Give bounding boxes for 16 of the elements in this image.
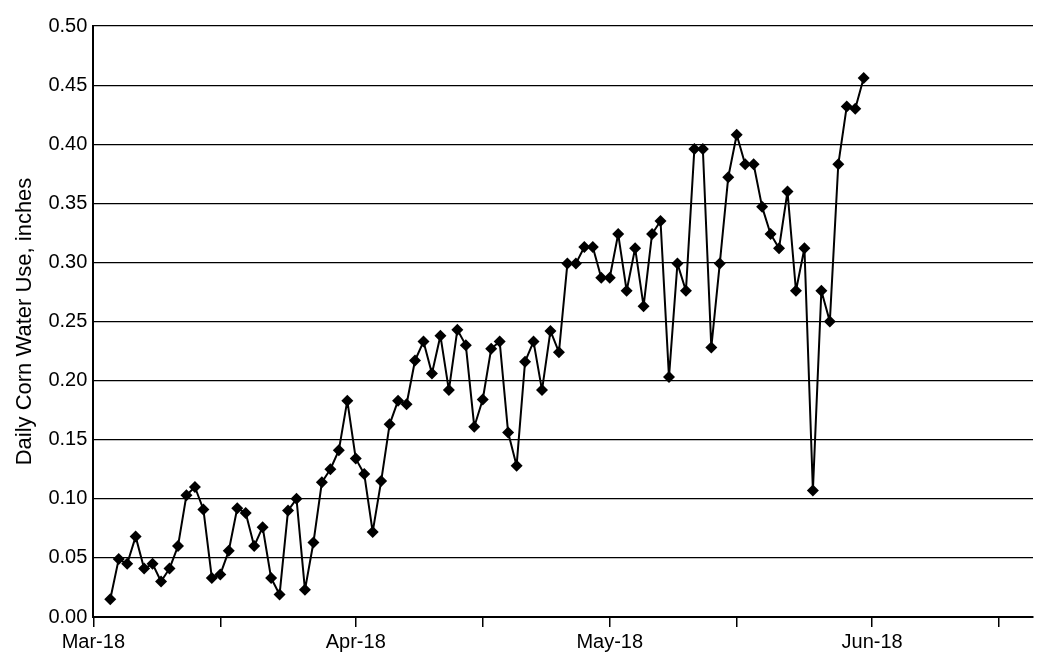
y-tick-label: 0.05	[48, 545, 88, 568]
y-tick-label: 0.15	[48, 427, 88, 450]
y-tick-label: 0.10	[48, 486, 88, 509]
x-tick-label: Jun-18	[841, 629, 903, 652]
y-tick-label: 0.25	[48, 309, 88, 332]
y-tick-label: 0.50	[48, 13, 88, 36]
y-axis-title: Daily Corn Water Use, inches	[11, 177, 37, 466]
y-tick-label: 0.45	[48, 72, 88, 95]
x-tick-label: May-18	[576, 629, 644, 652]
y-tick-label: 0.00	[48, 604, 88, 627]
x-tick-label: Mar-18	[61, 629, 126, 652]
y-tick-label: 0.30	[48, 249, 88, 272]
x-tick-label: Apr-18	[325, 629, 386, 652]
y-tick-label: 0.35	[48, 190, 88, 213]
y-tick-label: 0.20	[48, 368, 88, 391]
y-tick-label: 0.40	[48, 131, 88, 154]
